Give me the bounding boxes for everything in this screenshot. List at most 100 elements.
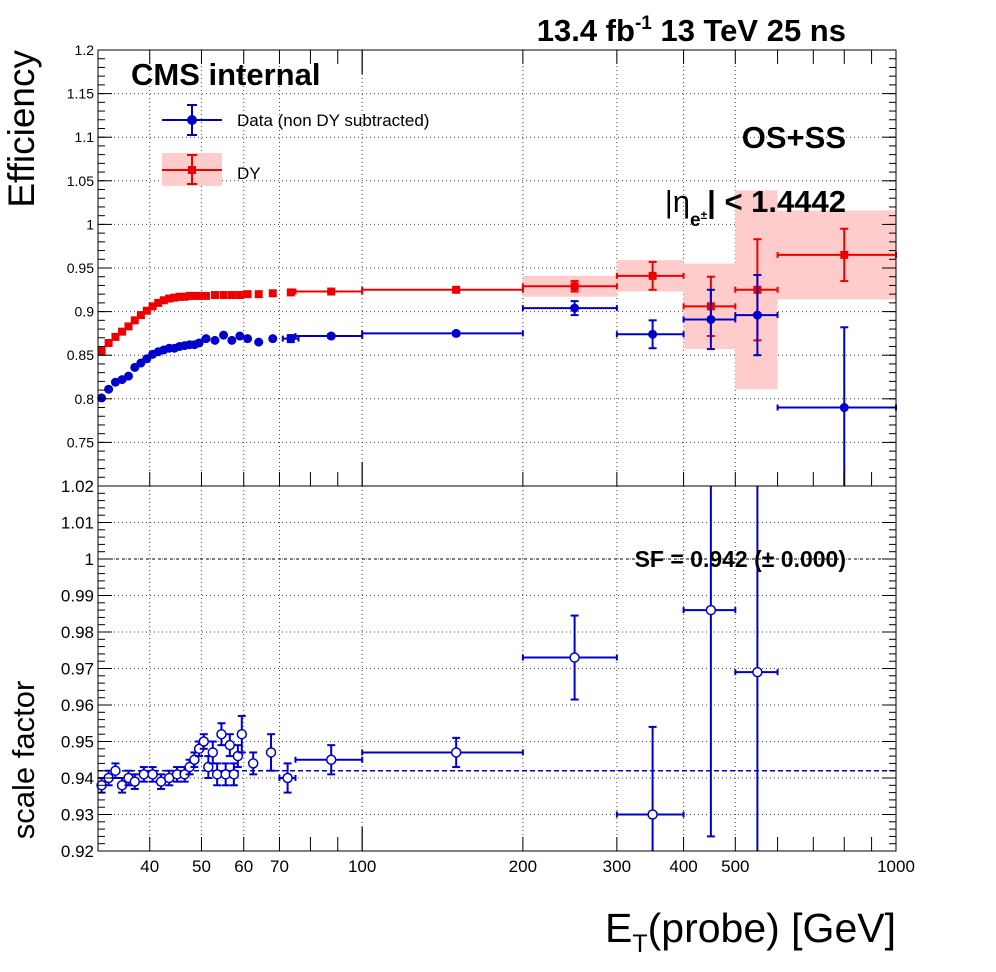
point-marker (839, 403, 849, 413)
dy-point (175, 292, 184, 301)
efficiency-y-tick-label: 1.1 (75, 129, 95, 145)
point-marker (451, 328, 461, 338)
data-point (682, 288, 737, 351)
point-marker (210, 291, 219, 300)
efficiency-y-axis-label: Efficiency (1, 50, 42, 208)
dy-point (111, 332, 120, 341)
scale-factor-y-tick-label: 0.96 (61, 696, 94, 715)
x-axis-tick-label: 400 (669, 857, 697, 876)
scale-factor-y-tick-label: 1 (85, 550, 94, 569)
point-marker (570, 303, 580, 313)
data-point (281, 334, 300, 344)
x-axis-ticks: 40 50 60 70 100 200 300 400 500 1000 (140, 50, 915, 876)
legend-marker-dy (188, 166, 196, 174)
dy-point (210, 291, 219, 300)
dy-point (118, 327, 127, 336)
scale-factor-series (96, 486, 779, 851)
sf-point (682, 486, 737, 838)
efficiency-y-tick-label: 0.9 (75, 304, 95, 320)
legend-label-data: Data (non DY subtracted) (237, 111, 429, 130)
point-marker (104, 338, 113, 347)
point-marker (198, 736, 210, 747)
point-marker (219, 291, 228, 300)
point-marker (228, 769, 240, 780)
point-marker (104, 384, 114, 394)
point-marker (286, 288, 295, 297)
point-marker (148, 302, 157, 311)
point-marker (235, 331, 245, 341)
point-marker (142, 306, 151, 315)
dy-point (243, 290, 252, 299)
data-point (227, 335, 237, 345)
data-point (254, 337, 264, 347)
sf-point (198, 733, 210, 750)
legend-marker-data (187, 115, 197, 125)
point-marker (216, 728, 227, 740)
point-marker (124, 371, 134, 381)
data-point (294, 331, 364, 341)
point-marker (159, 296, 168, 305)
charge-selection-label: OS+SS (742, 120, 846, 155)
data-point (361, 328, 524, 338)
sf-point (211, 762, 223, 787)
dy-point (104, 338, 113, 347)
dy-point (776, 227, 897, 283)
point-marker (243, 290, 252, 299)
experiment-label: CMS internal (131, 57, 320, 92)
point-marker (203, 761, 214, 773)
point-marker (265, 747, 277, 758)
point-marker (147, 769, 158, 780)
point-marker (180, 292, 189, 301)
x-axis-tick-label: 1000 (877, 857, 915, 876)
scale-factor-y-tick-label: 0.93 (61, 806, 94, 825)
sf-point (294, 744, 364, 776)
data-point (104, 384, 114, 394)
point-marker (254, 337, 264, 347)
point-marker (840, 250, 849, 259)
point-marker (706, 314, 716, 324)
dy-point (615, 260, 685, 291)
efficiency-series (97, 227, 897, 486)
legend-label-dy: DY (237, 164, 261, 183)
point-marker (130, 316, 139, 325)
legend: Data (non DY subtracted) DY (162, 104, 429, 186)
scale-factor-y-tick-label: 0.94 (61, 769, 94, 788)
sf-point (247, 751, 259, 776)
sf-summary-label: SF = 0.942 (± 0.000) (635, 546, 846, 572)
sf-point (278, 762, 297, 794)
efficiency-y-tick-label: 0.85 (67, 347, 94, 363)
point-marker (118, 327, 127, 336)
sf-point (232, 744, 244, 769)
efficiency-panel: 0.75 0.8 0.85 0.9 0.95 1 1.05 1.1 1.15 1.2 (67, 42, 897, 487)
efficiency-y-tick-label: 1.2 (75, 42, 95, 58)
data-point (734, 273, 779, 357)
point-marker (243, 334, 253, 344)
point-marker (647, 809, 658, 820)
point-marker (210, 335, 220, 345)
point-marker (286, 334, 296, 344)
dy-point (195, 291, 204, 300)
sf-point (521, 614, 618, 701)
point-marker (202, 291, 211, 300)
data-point (124, 371, 134, 381)
scale-factor-y-tick-label: 0.99 (61, 587, 94, 606)
data-point (219, 330, 229, 340)
point-marker (648, 329, 658, 339)
point-marker (254, 290, 263, 299)
point-marker (189, 754, 200, 765)
data-point (194, 338, 204, 348)
dy-point (97, 346, 106, 355)
sf-point (236, 714, 248, 754)
dy-point (185, 291, 194, 300)
x-axis-tick-label: 70 (270, 857, 289, 876)
dy-point (235, 291, 244, 300)
data-point (776, 326, 897, 486)
point-marker (97, 346, 106, 355)
point-marker (110, 765, 121, 776)
dy-point (190, 291, 199, 300)
efficiency-y-ticks: 0.75 0.8 0.85 0.9 0.95 1 1.05 1.1 1.15 1.2 (67, 42, 896, 487)
point-marker (175, 292, 184, 301)
sf-point (734, 486, 779, 851)
data-point (268, 334, 278, 344)
